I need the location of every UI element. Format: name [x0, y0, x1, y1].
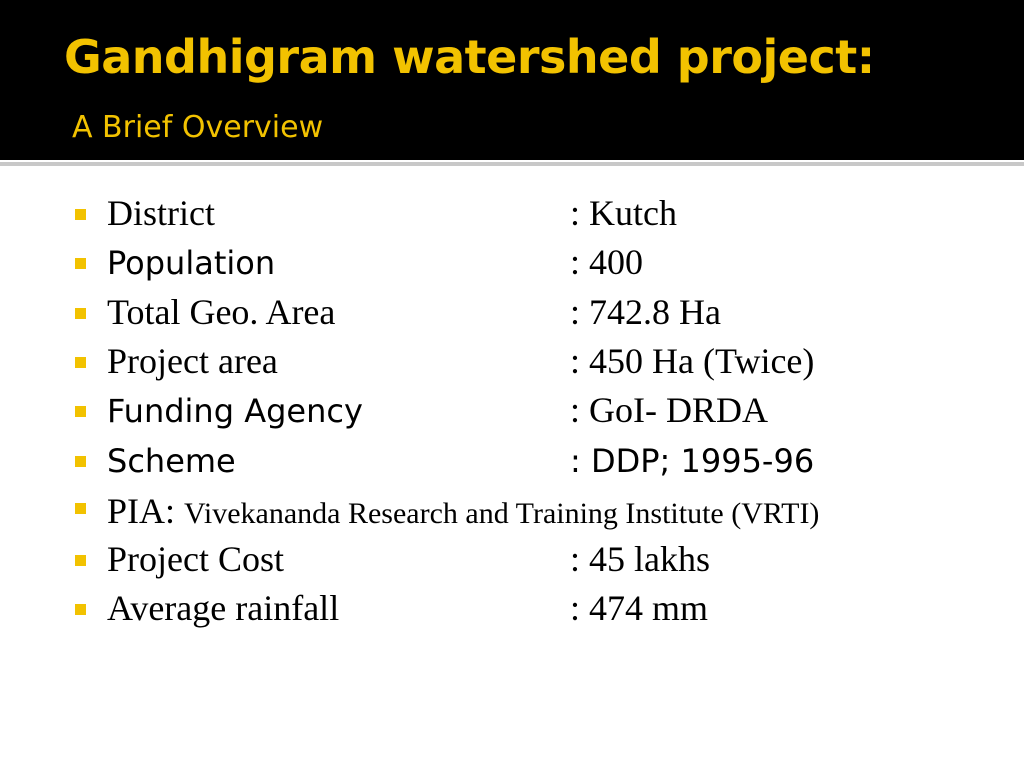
item-label: Total Geo. Area: [107, 292, 336, 332]
bullet-marker: [75, 503, 86, 514]
item-value: : 450 Ha (Twice): [570, 341, 815, 381]
header-rule: [0, 162, 1024, 166]
item-label: Average rainfall: [107, 588, 340, 628]
bullet-item: District : Kutch: [0, 189, 1024, 238]
bullet-item: Population : 400: [0, 238, 1024, 288]
item-value: : 474 mm: [570, 588, 709, 628]
bullet-marker: [75, 308, 86, 319]
item-label: Project area: [107, 341, 278, 381]
item-label: Project Cost: [107, 539, 284, 579]
item-value: : DDP; 1995-96: [570, 442, 815, 480]
item-value: : 400: [570, 242, 644, 282]
bullet-item: Total Geo. Area : 742.8 Ha: [0, 288, 1024, 337]
subtitle: A Brief Overview: [72, 110, 324, 145]
item-label: Population: [107, 244, 276, 282]
item-label: Funding Agency: [107, 392, 363, 430]
bullet-marker: [75, 357, 86, 368]
title: Gandhigram watershed project:: [64, 30, 875, 84]
bullet-marker: [75, 555, 86, 566]
item-label: District: [107, 193, 215, 233]
item-label: Scheme: [107, 442, 236, 480]
bullet-marker: [75, 604, 86, 615]
bullet-item: Scheme : DDP; 1995-96: [0, 436, 1024, 486]
bullet-item: Funding Agency : GoI- DRDA: [0, 386, 1024, 436]
item-value: : GoI- DRDA: [570, 390, 768, 430]
bullet-item: Average rainfall : 474 mm: [0, 584, 1024, 633]
item-value: : 45 lakhs: [570, 539, 710, 579]
bullet-marker: [75, 406, 86, 417]
bullet-marker: [75, 258, 86, 269]
item-label: PIA:: [107, 491, 176, 531]
item-value: : 742.8 Ha: [570, 292, 721, 332]
header-band: [0, 0, 1024, 160]
bullet-marker: [75, 456, 86, 467]
item-value: Vivekananda Research and Training Instit…: [184, 497, 820, 530]
bullet-item: Project area : 450 Ha (Twice): [0, 337, 1024, 386]
bullet-list: District : Kutch Population : 400 Total Geo.…: [0, 189, 1024, 633]
bullet-marker: [75, 209, 86, 220]
bullet-item: Project Cost : 45 lakhs: [0, 535, 1024, 584]
item-value: : Kutch: [570, 193, 677, 233]
bullet-item: PIA: Vivekananda Research and Training I…: [0, 486, 1024, 535]
